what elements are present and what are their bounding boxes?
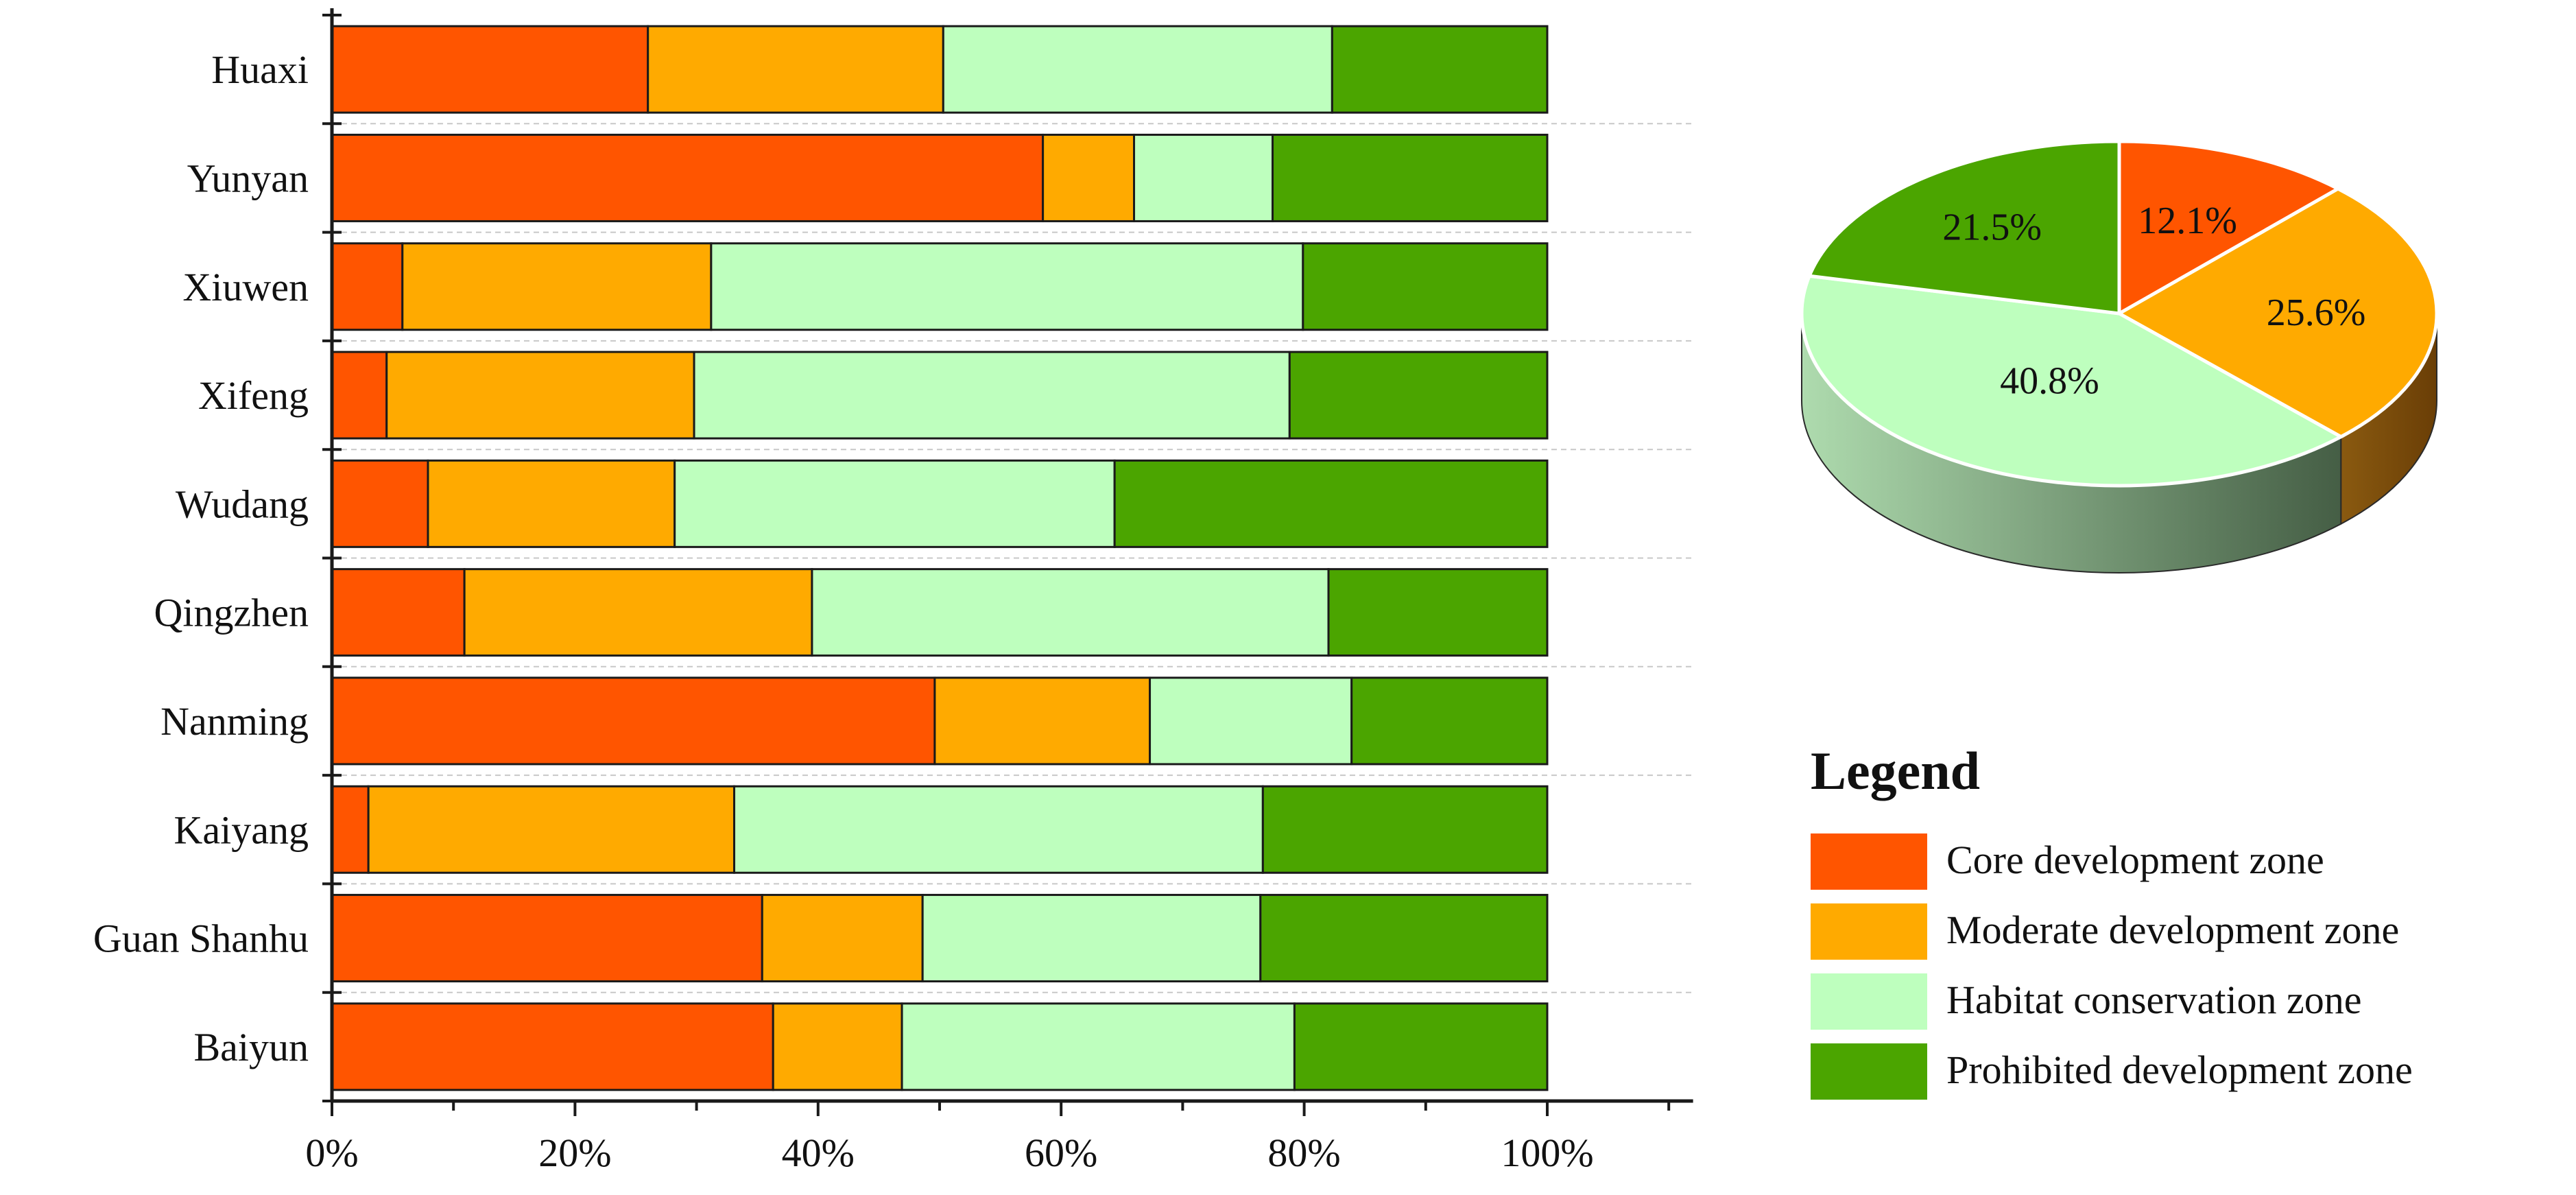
bar-segment <box>811 568 1330 657</box>
pie-value-label: 21.5% <box>1942 206 2042 249</box>
bar-segment <box>331 25 649 114</box>
bar-segment <box>331 894 763 983</box>
bar-segment <box>1133 133 1274 222</box>
legend-label: Prohibited development zone <box>1946 1048 2413 1092</box>
legend-swatch <box>1811 833 1927 890</box>
bar-segment <box>385 351 695 440</box>
pie-slice <box>1806 139 2121 316</box>
x-tick-label: 20% <box>538 1131 611 1175</box>
bar-segment <box>331 133 1045 222</box>
y-tick-label: Kaiyang <box>174 807 309 852</box>
legend-label: Core development zone <box>1946 838 2324 882</box>
y-tick-label: Nanming <box>160 699 309 744</box>
bar-segment <box>367 785 736 874</box>
pie-value-label: 12.1% <box>2138 200 2237 242</box>
legend-swatch <box>1811 973 1927 1030</box>
bar-segment <box>427 459 676 548</box>
bar-segment <box>1261 785 1549 874</box>
bar-segment <box>331 1002 774 1091</box>
x-tick-label: 100% <box>1501 1131 1593 1175</box>
legend-swatch <box>1811 1043 1927 1100</box>
y-tick-label: Wudang <box>176 482 309 526</box>
bar-segment <box>1327 568 1549 657</box>
bar-segment <box>921 894 1262 983</box>
legend-swatch <box>1811 903 1927 960</box>
pie-value-label: 40.8% <box>2000 360 2099 403</box>
legend-label: Moderate development zone <box>1946 908 2399 952</box>
bar-segment <box>401 242 713 331</box>
bar-segment <box>331 351 388 440</box>
bar-segment <box>647 25 944 114</box>
bar-segment <box>1149 676 1353 766</box>
bar-segment <box>942 25 1333 114</box>
x-tick-label: 0% <box>305 1131 358 1175</box>
bar-segment <box>1272 133 1549 222</box>
bar-segment <box>331 676 936 766</box>
y-tick-label: Xifeng <box>198 373 309 418</box>
y-tick-label: Qingzhen <box>154 591 309 635</box>
pie-slice <box>1800 274 2345 488</box>
x-tick-label: 60% <box>1025 1131 1097 1175</box>
bar-segment <box>673 459 1116 548</box>
y-tick-label: Yunyan <box>187 156 309 200</box>
bar-segment <box>331 785 370 874</box>
y-tick-label: Xiuwen <box>182 265 309 309</box>
y-tick-label: Baiyun <box>193 1025 309 1069</box>
pie-chart: 12.1% 25.6% 40.8% 21.5% <box>1800 139 2439 573</box>
y-tick-label: Huaxi <box>211 47 309 92</box>
pie-slice <box>2115 187 2439 439</box>
bar-segment <box>772 1002 903 1091</box>
bar-segment <box>463 568 813 657</box>
legend-title: Legend <box>1811 741 1980 801</box>
pie-value-label: 25.6% <box>2267 292 2366 334</box>
bar-segment <box>1350 676 1549 766</box>
bar-segment <box>933 676 1152 766</box>
bar-segment <box>1302 242 1549 331</box>
x-tick-label: 40% <box>782 1131 855 1175</box>
bar-segment <box>901 1002 1296 1091</box>
bar-segment <box>733 785 1264 874</box>
x-tick-label: 80% <box>1267 1131 1340 1175</box>
legend-label: Habitat conservation zone <box>1946 978 2362 1022</box>
legend: Legend Core development zone Moderate dev… <box>1811 741 2413 1100</box>
bar-segment <box>1113 459 1549 548</box>
bar-segment <box>710 242 1304 331</box>
bar-segment <box>1042 133 1136 222</box>
bar-segment <box>1293 1002 1549 1091</box>
bar-segment <box>331 242 404 331</box>
stacked-bar-chart: Huaxi Yunyan Xiuwen Xifeng Wudang Qingzhen Nan… <box>93 8 1693 1175</box>
bar-segment <box>693 351 1291 440</box>
bar-segment <box>1288 351 1549 440</box>
bar-segment <box>1331 25 1549 114</box>
bar-segment <box>331 459 429 548</box>
bar-segment <box>331 568 466 657</box>
pie-slice <box>2117 139 2342 317</box>
bar-segment <box>1259 894 1549 983</box>
y-tick-label: Guan Shanhu <box>93 916 309 961</box>
bar-segment <box>761 894 924 983</box>
